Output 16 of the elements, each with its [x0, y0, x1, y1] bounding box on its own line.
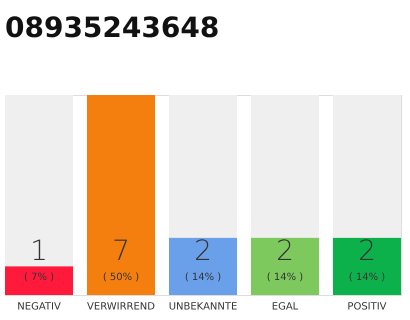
annotation: ( 50% ): [102, 272, 140, 283]
x-tick-label: UNBEKANNTE: [168, 302, 238, 312]
annotation: ( 14% ): [348, 272, 386, 283]
annotation: ( 7% ): [24, 272, 54, 283]
annotation: ( 14% ): [266, 272, 304, 283]
x-tick-label: EGAL: [272, 302, 299, 312]
x-tick-label: POSITIV: [347, 302, 387, 312]
x-tick-label: VERWIRREND: [87, 302, 156, 312]
data-label: 1: [30, 234, 48, 267]
data-label: 2: [358, 234, 376, 267]
annotation: ( 14% ): [184, 272, 222, 283]
data-label: 2: [194, 234, 212, 267]
data-label: 2: [276, 234, 294, 267]
x-tick-label: NEGATIV: [17, 302, 61, 312]
chart-title: 08935243648: [5, 11, 220, 44]
data-label: 7: [112, 234, 130, 267]
